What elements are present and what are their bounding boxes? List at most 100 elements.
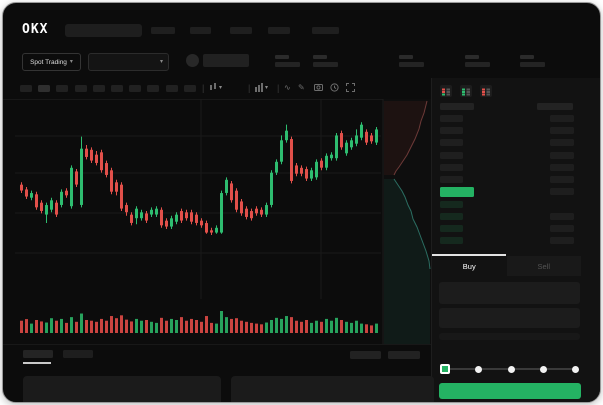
orderbook-bar — [550, 188, 574, 195]
nav-item-placeholder[interactable] — [312, 27, 339, 34]
camera-icon[interactable] — [314, 83, 323, 91]
volume-bar — [135, 318, 138, 333]
line-tool-icon[interactable]: ∿ — [284, 83, 291, 92]
bottom-control-placeholder[interactable] — [350, 351, 381, 359]
bottom-tab[interactable] — [63, 350, 93, 358]
candle — [60, 191, 63, 205]
nav-item-placeholder[interactable] — [190, 27, 211, 34]
candle — [255, 208, 258, 214]
orderbook-bid-row[interactable] — [440, 225, 463, 232]
depth-bids-line — [393, 178, 431, 270]
timeframe-button[interactable] — [129, 85, 142, 92]
last-price-bar — [440, 187, 474, 197]
candle — [345, 142, 348, 154]
bottom-control-placeholder[interactable] — [388, 351, 420, 359]
timeframe-button[interactable] — [111, 85, 123, 92]
volume-bar — [365, 324, 368, 333]
indicator-icon — [255, 83, 263, 92]
indicator-dropdown[interactable]: ▾ — [255, 83, 268, 92]
candle-style-dropdown[interactable]: ▾ — [209, 83, 222, 92]
amount-field[interactable] — [439, 308, 580, 328]
timeframe-button[interactable] — [38, 85, 51, 92]
slider-stop[interactable] — [539, 365, 547, 373]
orderbook-bar — [537, 103, 573, 110]
volume-bar — [355, 320, 358, 333]
nav-item-placeholder[interactable] — [230, 27, 252, 34]
volume-bar — [125, 319, 128, 333]
slider-stop[interactable] — [572, 365, 579, 373]
fullscreen-icon[interactable] — [346, 83, 355, 92]
candlestick-chart[interactable] — [15, 99, 431, 345]
draw-tool-icon[interactable]: ✎ — [298, 83, 305, 92]
volume-bar — [315, 320, 318, 333]
price-field[interactable] — [439, 282, 580, 304]
orders-panel-placeholder — [231, 376, 434, 402]
trade-tabs: Buy Sell — [432, 256, 581, 276]
candle — [285, 130, 288, 141]
volume-bar — [220, 311, 223, 333]
candle — [290, 139, 293, 181]
tab-sell[interactable]: Sell — [506, 256, 581, 276]
timeframe-button[interactable] — [183, 85, 196, 92]
volume-bar — [60, 318, 63, 333]
candle — [175, 214, 178, 222]
stat-placeholder — [465, 55, 491, 68]
pair-selector-dropdown[interactable]: ▾ — [88, 53, 169, 71]
orderbook-bar — [550, 127, 574, 135]
nav-item-placeholder[interactable] — [268, 27, 290, 34]
volume-bar — [165, 320, 168, 333]
candle-style-icon — [210, 83, 216, 90]
buy-submit-button[interactable] — [439, 383, 581, 399]
volume-bar — [245, 321, 248, 333]
timeframe-button[interactable] — [147, 85, 160, 92]
candle — [220, 193, 223, 233]
candle — [140, 212, 143, 219]
candle — [115, 182, 118, 192]
candle — [305, 169, 308, 179]
bids-view-icon[interactable] — [460, 85, 472, 97]
timeframe-button[interactable] — [56, 85, 69, 92]
bottom-tab-active[interactable] — [23, 350, 53, 358]
combined-view-icon[interactable] — [440, 85, 452, 97]
asks-view-icon[interactable] — [480, 85, 492, 97]
candle — [320, 160, 323, 168]
okx-logo: OKX — [22, 22, 49, 37]
candle — [210, 230, 213, 233]
candle — [145, 213, 148, 221]
depth-bids-area — [384, 179, 430, 345]
timeframe-button[interactable] — [20, 85, 32, 92]
slider-handle[interactable] — [440, 364, 450, 374]
candle — [150, 209, 153, 215]
timeframe-button[interactable] — [165, 85, 178, 92]
orderbook-bid-row[interactable] — [440, 201, 463, 208]
candle — [120, 184, 123, 209]
market-type-dropdown[interactable]: Spot Trading ▾ — [22, 53, 81, 71]
volume-bar — [335, 317, 338, 333]
candle — [85, 148, 88, 157]
volume-bar — [350, 322, 353, 333]
stat-placeholder — [313, 55, 339, 68]
candle — [100, 152, 103, 171]
timeframe-button[interactable] — [74, 85, 87, 92]
orderbook-bid-row[interactable] — [440, 213, 463, 220]
orderbook-bid-row[interactable] — [440, 237, 463, 244]
timeframe-button[interactable] — [92, 85, 105, 92]
volume-bar — [130, 321, 133, 333]
candle — [265, 205, 268, 215]
amount-percent-slider[interactable] — [440, 364, 579, 374]
candle — [185, 212, 188, 219]
search-input[interactable] — [65, 24, 142, 37]
volume-bar — [340, 320, 343, 333]
candle — [235, 190, 238, 210]
volume-bar — [285, 316, 288, 333]
nav-item-placeholder[interactable] — [151, 27, 175, 34]
orderbook-bar — [550, 163, 574, 171]
slider-stop[interactable] — [507, 365, 515, 373]
tab-buy[interactable]: Buy — [462, 261, 476, 271]
volume-bar — [120, 315, 123, 333]
timer-icon[interactable] — [330, 83, 339, 92]
slider-stop[interactable] — [475, 365, 483, 373]
volume-bar — [75, 321, 78, 333]
candle — [135, 208, 138, 219]
